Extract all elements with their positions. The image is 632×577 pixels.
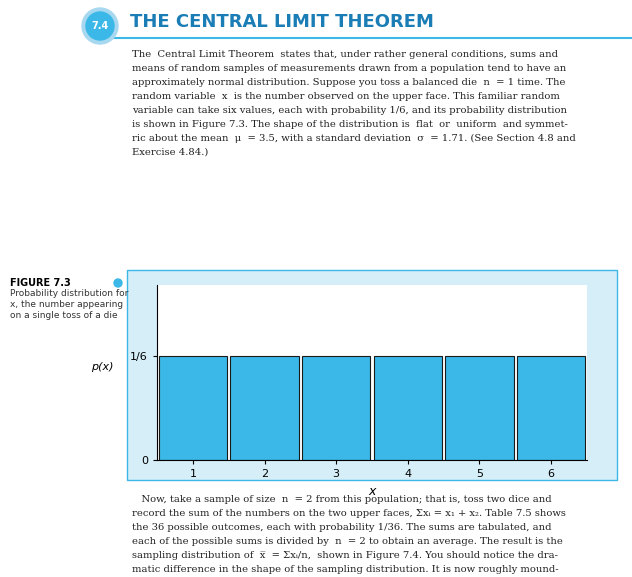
Text: 7.4: 7.4 [92,21,109,31]
Text: variable can take six values, each with probability 1/6, and its probability dis: variable can take six values, each with … [132,106,567,115]
Text: record the sum of the numbers on the two upper faces, Σxᵢ = x₁ + x₂. Table 7.5 s: record the sum of the numbers on the two… [132,509,566,518]
Text: each of the possible sums is divided by  n  = 2 to obtain an average. The result: each of the possible sums is divided by … [132,537,563,546]
Text: ric about the mean  μ  = 3.5, with a standard deviation  σ  = 1.71. (See Section: ric about the mean μ = 3.5, with a stand… [132,134,576,143]
Text: on a single toss of a die: on a single toss of a die [10,311,118,320]
Bar [231,356,298,460]
Circle shape [82,8,118,44]
X-axis label: x: x [368,485,375,497]
Text: random variable  x  is the number observed on the upper face. This familiar rand: random variable x is the number observed… [132,92,560,101]
Bar [374,356,442,460]
Bar [517,356,585,460]
Text: FIGURE 7.3: FIGURE 7.3 [10,278,71,288]
Text: the 36 possible outcomes, each with probability 1/36. The sums are tabulated, an: the 36 possible outcomes, each with prob… [132,523,552,532]
Bar [446,356,514,460]
Text: Now, take a sample of size  n  = 2 from this population; that is, toss two dice : Now, take a sample of size n = 2 from th… [132,495,552,504]
FancyBboxPatch shape [127,270,617,480]
Bar [159,356,227,460]
Circle shape [86,12,114,40]
Circle shape [114,279,122,287]
Text: matic difference in the shape of the sampling distribution. It is now roughly mo: matic difference in the shape of the sam… [132,565,559,574]
Text: THE CENTRAL LIMIT THEOREM: THE CENTRAL LIMIT THEOREM [130,13,434,31]
Text: The  Central Limit Theorem  states that, under rather general conditions, sums a: The Central Limit Theorem states that, u… [132,50,558,59]
Bar [302,356,370,460]
Text: approximately normal distribution. Suppose you toss a balanced die  n  = 1 time.: approximately normal distribution. Suppo… [132,78,566,87]
Text: Exercise 4.84.): Exercise 4.84.) [132,148,209,157]
Text: x, the number appearing: x, the number appearing [10,300,123,309]
Text: is shown in Figure 7.3. The shape of the distribution is  flat  or  uniform  and: is shown in Figure 7.3. The shape of the… [132,120,568,129]
Text: Probability distribution for: Probability distribution for [10,289,128,298]
Y-axis label: p(x): p(x) [91,362,114,373]
Text: sampling distribution of  x̅  = Σxᵢ/n,  shown in Figure 7.4. You should notice t: sampling distribution of x̅ = Σxᵢ/n, sho… [132,551,558,560]
Text: means of random samples of measurements drawn from a population tend to have an: means of random samples of measurements … [132,64,566,73]
